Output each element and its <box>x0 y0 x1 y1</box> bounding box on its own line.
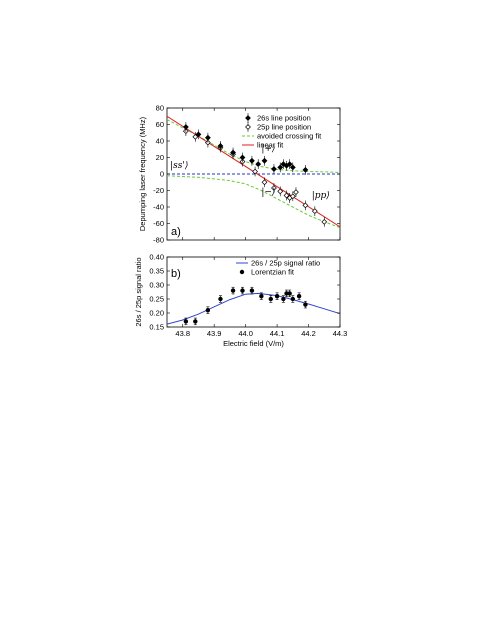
y-tick-label-a: -20 <box>153 186 164 195</box>
point-26s <box>255 161 262 167</box>
legend-label-ratio: 26s / 25p signal ratio <box>251 259 320 268</box>
y-tick-label-a: 80 <box>156 104 164 113</box>
y-tick-label-a: -40 <box>153 203 164 212</box>
point-25p <box>271 185 277 191</box>
x-tick-label: 44.3 <box>333 329 348 338</box>
ratio-point <box>284 291 289 296</box>
point-26s <box>289 164 296 171</box>
legend-label-linear: linear fit <box>257 141 284 150</box>
point-25p <box>293 189 299 196</box>
y-tick-label-b: 0.40 <box>149 253 164 262</box>
point-26s <box>182 124 189 130</box>
y-axis-label-a: Depumping laser frequency (MHz) <box>138 116 147 231</box>
x-tick-label: 44.1 <box>270 329 285 338</box>
legend-label-lorentzian: Lorentzian fit <box>251 268 295 277</box>
panel-b: 0.15 0.20 0.25 0.30 0.35 0.40 43.8 43.9 44.0 44.… <box>134 253 347 349</box>
point-25p <box>311 208 318 215</box>
state-annotation: |ss'⟩ <box>170 161 188 171</box>
ratio-point <box>303 302 308 307</box>
point-26s <box>230 149 236 156</box>
point-26s <box>277 164 284 171</box>
ratio-point <box>290 296 296 302</box>
x-tick-label: 44.2 <box>301 329 316 338</box>
ratio-point <box>296 294 302 299</box>
ratio-point <box>268 296 273 302</box>
point-26s <box>261 157 268 164</box>
y-axis-label-b: 26s / 25p signal ratio <box>134 257 143 326</box>
legend-marker-25p <box>245 124 251 130</box>
y-tick-label-a: 0 <box>160 170 164 179</box>
point-26s <box>249 157 255 164</box>
ratio-point <box>193 319 198 324</box>
ratio-point <box>274 294 280 299</box>
ratio-point <box>259 294 264 299</box>
state-annotation: |−⟩ <box>261 188 275 198</box>
y-tick-label-a: 20 <box>156 153 164 162</box>
avoided-crossing-lower <box>167 175 340 229</box>
y-tick-label-b: 0.15 <box>149 323 164 332</box>
point-25p <box>302 202 309 209</box>
ratio-point <box>281 296 286 302</box>
avoided-crossing-upper <box>167 119 340 173</box>
y-tick-label-a: -60 <box>153 219 164 228</box>
legend-label-26s: 26s line position <box>257 114 311 123</box>
y-tick-label-b: 0.35 <box>149 267 164 276</box>
ratio-point <box>287 291 292 296</box>
ratio-point <box>205 308 211 313</box>
point-25p <box>204 139 211 146</box>
state-annotation: |+⟩ <box>261 144 275 154</box>
lorentzian-fit-line <box>167 292 340 325</box>
x-tick-label: 43.9 <box>207 329 222 338</box>
panel-label-a: a) <box>171 226 181 238</box>
ratio-point <box>249 288 255 293</box>
point-25p <box>321 218 328 225</box>
legend-label-25p: 25p line position <box>257 123 311 132</box>
point-25p <box>289 193 296 200</box>
panel-a: -80 -60 -40 -20 0 20 40 60 80 Depumping laser fr… <box>138 104 341 245</box>
ratio-point <box>240 288 245 293</box>
ratio-point <box>218 296 223 302</box>
legend-marker-26s <box>245 115 251 121</box>
y-tick-label-b: 0.20 <box>149 309 164 318</box>
point-25p <box>277 188 284 195</box>
panel-b-frame <box>166 256 341 328</box>
point-25p <box>261 179 268 186</box>
y-tick-label-a: -80 <box>153 236 164 245</box>
panel-label-b: b) <box>171 268 181 280</box>
ratio-point <box>230 288 236 293</box>
point-26s <box>204 134 211 141</box>
point-25p <box>192 133 199 140</box>
y-tick-label-a: 60 <box>156 120 164 129</box>
y-tick-label-b: 0.25 <box>149 295 164 304</box>
y-tick-label-a: 40 <box>156 137 164 146</box>
x-tick-label: 44.0 <box>238 329 253 338</box>
legend-label-avoided: avoided crossing fit <box>257 132 322 141</box>
point-25p <box>252 168 258 175</box>
point-25p <box>283 192 290 199</box>
x-axis-label: Electric field (V/m) <box>223 339 284 348</box>
point-26s <box>271 166 277 172</box>
point-26s <box>195 131 202 138</box>
state-annotation: |pp⟩ <box>312 191 330 201</box>
point-26s <box>239 154 246 161</box>
ratio-point <box>183 319 189 324</box>
point-26s <box>286 161 293 167</box>
point-26s <box>302 166 309 173</box>
point-26s <box>217 143 224 149</box>
x-tick-label: 43.8 <box>175 329 190 338</box>
y-tick-label-b: 0.30 <box>149 281 164 290</box>
legend-marker-lorentzian <box>239 269 245 275</box>
